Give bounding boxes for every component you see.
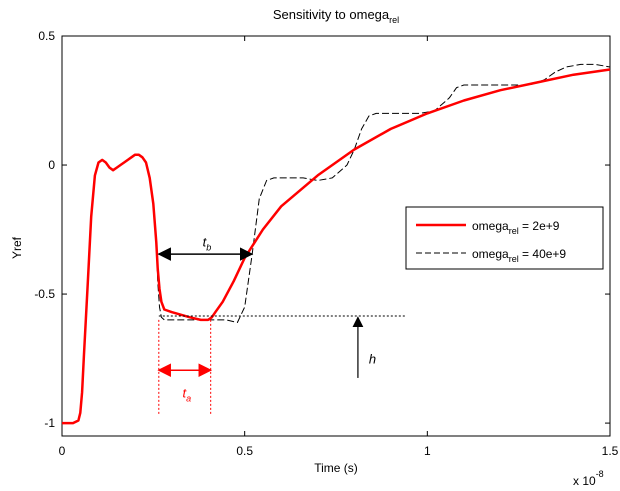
legend-entry-2-sub: rel (509, 254, 519, 264)
y-tick-label: -0.5 (34, 287, 55, 301)
y-axis-label: Yref (10, 236, 24, 259)
legend-entry-2-post: = 40e+9 (519, 247, 567, 261)
y-tick-label: -1 (44, 416, 55, 430)
y-tick-label: 0 (48, 158, 55, 172)
x-tick-label: 1.5 (602, 444, 619, 458)
ta-label-letter: t (183, 385, 188, 400)
legend-entry-1-sub: rel (509, 226, 519, 236)
x-tick-label: 0.5 (236, 444, 253, 458)
x-axis-multiplier-base: x 10 (573, 474, 596, 488)
ta-label-sub: a (186, 393, 191, 403)
legend-box (405, 206, 604, 270)
chart-title-main: Sensitivity to omega (273, 7, 390, 22)
legend: omegarel = 2e+9 omegarel = 40e+9 (405, 206, 604, 270)
legend-entry-2: omegarel = 40e+9 (472, 247, 566, 264)
y-tick-label: 0.5 (38, 29, 55, 43)
ta-label: ta (183, 385, 192, 403)
data-series (62, 63, 611, 425)
legend-entry-2-pre: omega (472, 247, 509, 261)
tb-label-letter: t (203, 234, 208, 249)
h-label: h (369, 352, 376, 367)
x-axis-label: Time (s) (314, 461, 358, 475)
x-tick-label: 0 (59, 444, 66, 458)
x-tick-label: 1 (424, 444, 431, 458)
x-axis-multiplier-exp: -8 (596, 469, 604, 479)
legend-entry-1: omegarel = 2e+9 (472, 219, 560, 236)
tb-label-sub: b (206, 242, 211, 252)
chart-title-sub: rel (389, 15, 399, 25)
series-line-red (62, 68, 611, 425)
tb-label: tb (203, 234, 212, 252)
legend-entry-1-post: = 2e+9 (519, 219, 560, 233)
chart-title: Sensitivity to omegarel (273, 7, 399, 25)
x-axis-multiplier: x 10-8 (573, 469, 604, 488)
axis-ticks: 0 0.5 1 1.5 -1 -0.5 0 0.5 (34, 29, 618, 458)
legend-entry-1-pre: omega (472, 219, 509, 233)
